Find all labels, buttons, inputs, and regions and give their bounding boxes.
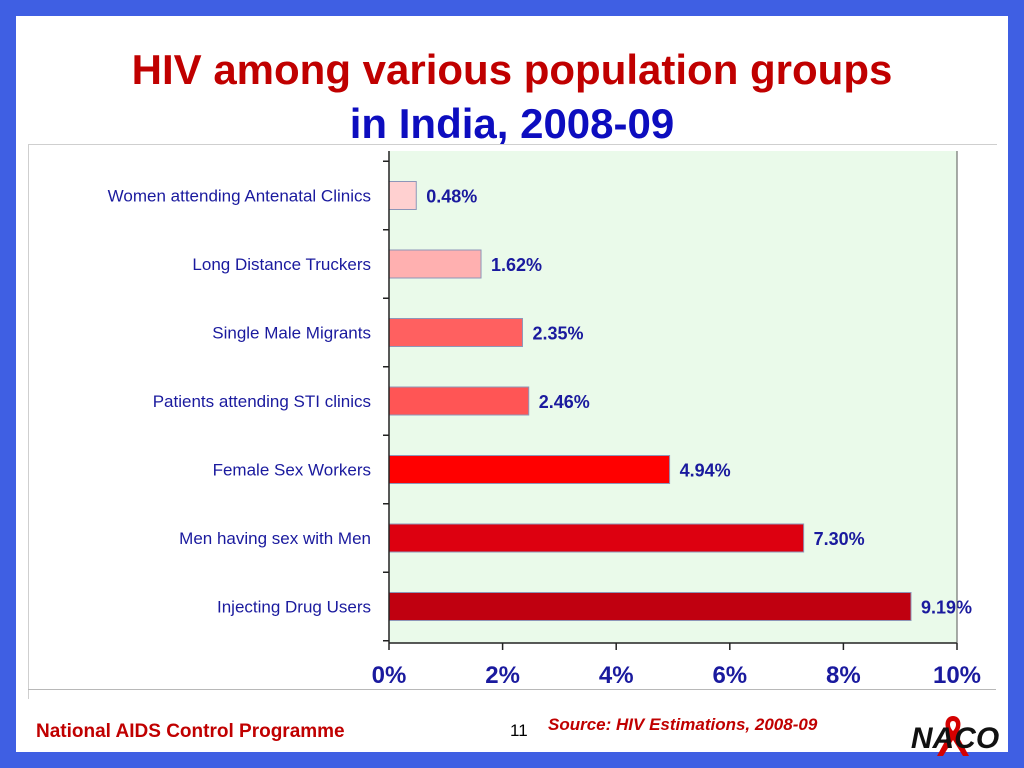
- data-label: 9.19%: [921, 598, 972, 618]
- data-label: 2.46%: [539, 392, 590, 412]
- logo-text: NACO: [911, 722, 999, 755]
- red-ribbon-icon: [937, 716, 969, 756]
- category-label: Female Sex Workers: [213, 461, 371, 480]
- source-note: Source: HIV Estimations, 2008-09: [548, 715, 818, 734]
- x-tick-label: 10%: [933, 662, 981, 689]
- slide-title: HIV among various population groups: [131, 46, 893, 93]
- data-label: 0.48%: [426, 187, 477, 207]
- footer-divider: [28, 689, 996, 690]
- data-label: 4.94%: [680, 461, 731, 481]
- bar: [388, 523, 805, 553]
- bar: [388, 592, 912, 621]
- chart-frame: Women attending Antenatal Clinics Long Di…: [28, 144, 997, 699]
- slide: HIV among various population groups in I…: [16, 16, 1008, 756]
- bar: [388, 249, 482, 279]
- page-number: 11: [510, 721, 528, 740]
- data-label: 1.62%: [491, 255, 542, 275]
- x-tick-label: 2%: [485, 662, 520, 689]
- data-label: 7.30%: [814, 529, 865, 549]
- bar: [388, 318, 523, 347]
- category-label: Patients attending STI clinics: [153, 392, 371, 411]
- x-tick-label: 8%: [826, 662, 861, 689]
- category-label: Women attending Antenatal Clinics: [108, 187, 371, 206]
- category-label: Long Distance Truckers: [192, 255, 371, 274]
- category-label: Men having sex with Men: [179, 529, 371, 548]
- data-label: 2.35%: [532, 324, 583, 344]
- category-label: Single Male Migrants: [212, 324, 371, 343]
- x-tick-label: 0%: [372, 662, 407, 689]
- bar: [388, 181, 417, 210]
- slide-subtitle: in India, 2008-09: [349, 100, 675, 147]
- category-label: Injecting Drug Users: [217, 598, 371, 617]
- x-tick-label: 4%: [599, 662, 634, 689]
- bar: [388, 455, 671, 484]
- naco-logo: NACO: [911, 716, 999, 756]
- bar-chart: Women attending Antenatal Clinics Long Di…: [108, 151, 981, 689]
- x-tick-label: 6%: [712, 662, 747, 689]
- bar: [388, 386, 530, 416]
- footer-organization: National AIDS Control Programme: [36, 721, 345, 742]
